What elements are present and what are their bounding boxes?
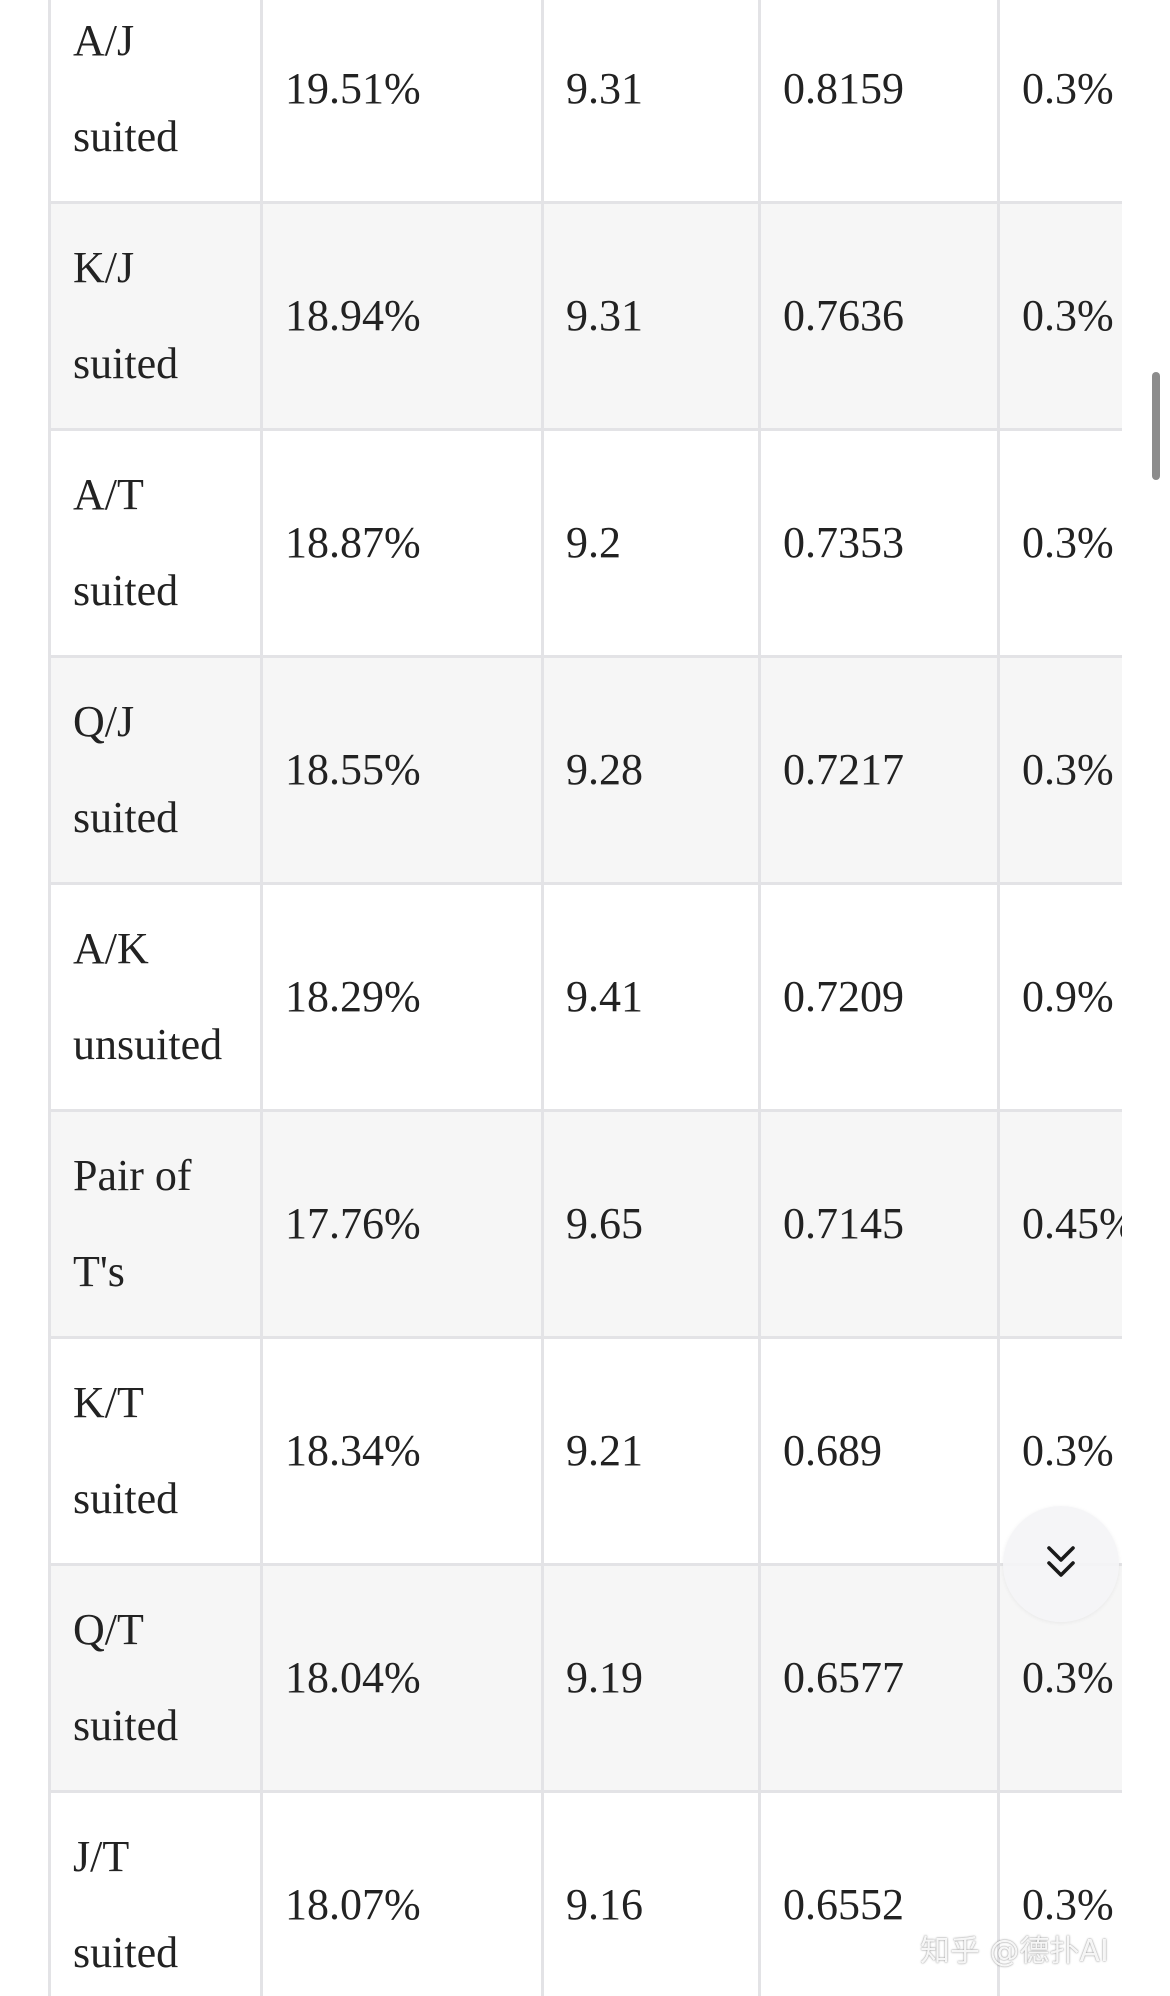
table-row: K/J suited 18.94% 9.31 0.7636 0.3% [48, 201, 1122, 431]
table-row: Q/J suited 18.55% 9.28 0.7217 0.3% [48, 655, 1122, 885]
table-body: A/J suited 19.51% 9.31 0.8159 0.3% K/J suited… [48, 0, 1122, 1996]
table-row: Q/T suited 18.04% 9.19 0.6577 0.3% [48, 1563, 1122, 1793]
ratio-cell: 0.8159 [758, 0, 1000, 204]
hand-cell: Q/J suited [48, 655, 263, 885]
value-cell: 9.65 [541, 1109, 761, 1339]
ratio-cell: 0.6577 [758, 1563, 1000, 1793]
ratio-cell: 0.689 [758, 1336, 1000, 1566]
ratio-cell: 0.7217 [758, 655, 1000, 885]
frequency-cell: 0.3% [997, 201, 1122, 431]
percentage-cell: 19.51% [260, 0, 544, 204]
value-cell: 9.41 [541, 882, 761, 1112]
table-row: A/T suited 18.87% 9.2 0.7353 0.3% [48, 428, 1122, 658]
hand-cell: A/K unsuited [48, 882, 263, 1112]
hand-cell: Q/T suited [48, 1563, 263, 1793]
frequency-cell: 0.45% [997, 1109, 1122, 1339]
value-cell: 9.2 [541, 428, 761, 658]
frequency-cell: 0.3% [997, 0, 1122, 204]
percentage-cell: 18.04% [260, 1563, 544, 1793]
percentage-cell: 18.94% [260, 201, 544, 431]
value-cell: 9.21 [541, 1336, 761, 1566]
table-scroll-container[interactable]: A/J suited 19.51% 9.31 0.8159 0.3% K/J suited… [48, 0, 1122, 1996]
percentage-cell: 17.76% [260, 1109, 544, 1339]
ratio-cell: 0.6552 [758, 1790, 1000, 1996]
percentage-cell: 18.87% [260, 428, 544, 658]
double-chevron-down-icon [1043, 1542, 1079, 1587]
table-row: A/J suited 19.51% 9.31 0.8159 0.3% [48, 0, 1122, 204]
value-cell: 9.31 [541, 201, 761, 431]
frequency-cell: 0.3% [997, 428, 1122, 658]
value-cell: 9.28 [541, 655, 761, 885]
hand-cell: A/T suited [48, 428, 263, 658]
ratio-cell: 0.7353 [758, 428, 1000, 658]
frequency-cell: 0.9% [997, 882, 1122, 1112]
watermark-text: 知乎 @德扑AI [920, 1934, 1109, 1969]
hand-cell: Pair of T's [48, 1109, 263, 1339]
hand-cell: K/T suited [48, 1336, 263, 1566]
hand-stats-table: A/J suited 19.51% 9.31 0.8159 0.3% K/J suited… [48, 0, 1122, 1996]
percentage-cell: 18.55% [260, 655, 544, 885]
hand-cell: J/T suited [48, 1790, 263, 1996]
frequency-cell: 0.3% [997, 655, 1122, 885]
table-row: J/T suited 18.07% 9.16 0.6552 0.3% [48, 1790, 1122, 1996]
frequency-cell: 0.3% [997, 1336, 1122, 1566]
value-cell: 9.16 [541, 1790, 761, 1996]
hand-cell: K/J suited [48, 201, 263, 431]
value-cell: 9.19 [541, 1563, 761, 1793]
table-row: K/T suited 18.34% 9.21 0.689 0.3% [48, 1336, 1122, 1566]
hand-cell: A/J suited [48, 0, 263, 204]
scroll-to-bottom-button[interactable] [1003, 1506, 1119, 1622]
frequency-cell: 0.3% [997, 1790, 1122, 1996]
value-cell: 9.31 [541, 0, 761, 204]
percentage-cell: 18.29% [260, 882, 544, 1112]
table-row: A/K unsuited 18.29% 9.41 0.7209 0.9% [48, 882, 1122, 1112]
ratio-cell: 0.7145 [758, 1109, 1000, 1339]
vertical-scrollbar[interactable] [1152, 372, 1160, 480]
percentage-cell: 18.07% [260, 1790, 544, 1996]
ratio-cell: 0.7636 [758, 201, 1000, 431]
percentage-cell: 18.34% [260, 1336, 544, 1566]
ratio-cell: 0.7209 [758, 882, 1000, 1112]
